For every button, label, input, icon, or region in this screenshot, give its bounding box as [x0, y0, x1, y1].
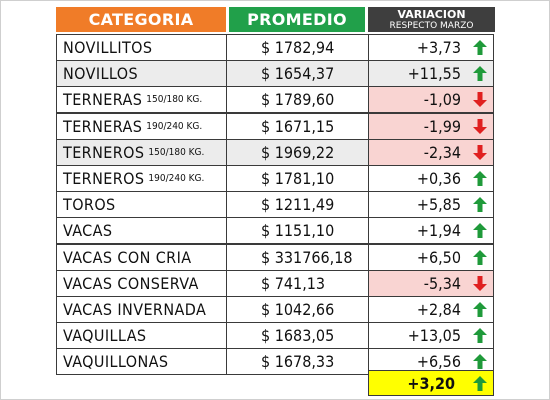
variacion-value: -2,34	[423, 143, 461, 162]
variacion-value: -1,99	[423, 117, 461, 136]
cell-promedio: $ 1671,15	[226, 113, 369, 140]
categoria-name: TERNEROS	[63, 143, 145, 162]
arrow-up-icon	[473, 66, 487, 81]
arrow-up-icon	[473, 302, 487, 317]
categoria-name: TOROS	[63, 195, 116, 214]
arrow-up-icon	[473, 375, 487, 391]
cell-promedio: $ 1683,05	[226, 322, 369, 349]
arrow-up-icon	[473, 328, 487, 343]
cell-categoria: VAQUILLAS	[56, 322, 227, 349]
arrow-up-icon	[473, 354, 487, 369]
header-promedio: PROMEDIO	[229, 7, 365, 32]
categoria-name: VACAS INVERNADA	[63, 300, 207, 319]
categoria-name: VACAS CONSERVA	[63, 274, 199, 293]
categoria-name: TERNERAS	[63, 117, 143, 136]
cell-promedio: $ 1042,66	[226, 296, 369, 323]
categoria-name: VACAS CON CRIA	[63, 248, 192, 267]
cell-variacion: +6,50	[368, 244, 494, 271]
cell-categoria: TERNEROS 150/180 KG.	[56, 139, 227, 166]
variacion-value: +0,36	[416, 169, 461, 188]
header-variacion: VARIACION RESPECTO MARZO	[368, 7, 495, 32]
cell-promedio: $ 1969,22	[226, 139, 369, 166]
arrow-down-icon	[473, 145, 487, 160]
cell-categoria: VACAS CON CRIA	[56, 244, 227, 271]
arrow-down-icon	[473, 92, 487, 107]
variacion-value: -5,34	[423, 274, 461, 293]
cell-promedio: $ 1678,33	[226, 348, 369, 375]
total-variacion-value: +3,20	[407, 373, 455, 393]
cell-promedio: $ 1789,60	[226, 86, 369, 113]
cell-promedio: $ 1211,49	[226, 191, 369, 218]
arrow-up-icon	[473, 40, 487, 55]
categoria-weight-range: 190/240 KG.	[148, 173, 205, 184]
cell-variacion: -2,34	[368, 139, 494, 166]
arrow-up-icon	[473, 223, 487, 238]
cell-categoria: TERNEROS 190/240 KG.	[56, 165, 227, 192]
categoria-name: NOVILLOS	[63, 64, 139, 83]
variacion-value: +1,94	[416, 221, 461, 240]
arrow-down-icon	[473, 276, 487, 291]
cell-variacion: +1,94	[368, 217, 494, 244]
cell-variacion: -1,99	[368, 113, 494, 140]
categoria-name: VACAS	[63, 221, 113, 240]
cell-promedio: $ 1151,10	[226, 217, 369, 244]
cell-variacion: +3,73	[368, 34, 494, 61]
variacion-value: +13,05	[407, 326, 461, 345]
variacion-value: -1,09	[423, 90, 461, 109]
categoria-weight-range: 150/180 KG.	[148, 147, 205, 158]
cell-promedio: $ 741,13	[226, 270, 369, 297]
cell-variacion: +11,55	[368, 60, 494, 87]
cell-categoria: VAQUILLONAS	[56, 348, 227, 375]
categoria-name: VAQUILLONAS	[63, 352, 169, 371]
header-variacion-subtitle: RESPECTO MARZO	[389, 20, 474, 31]
categoria-weight-range: 190/240 KG.	[146, 121, 203, 132]
cell-variacion: +0,36	[368, 165, 494, 192]
variacion-value: +6,56	[416, 352, 461, 371]
categoria-weight-range: 150/180 KG.	[146, 94, 203, 105]
cell-variacion: -1,09	[368, 86, 494, 113]
header-variacion-title: VARIACION	[397, 7, 466, 21]
arrow-up-icon	[473, 171, 487, 186]
cell-promedio: $ 1781,10	[226, 165, 369, 192]
total-variacion-cell: +3,20	[368, 370, 494, 396]
cell-variacion: -5,34	[368, 270, 494, 297]
cell-categoria: NOVILLOS	[56, 60, 227, 87]
cell-variacion: +5,85	[368, 191, 494, 218]
variacion-value: +2,84	[416, 300, 461, 319]
variacion-value: +6,50	[416, 248, 461, 267]
categoria-name: TERNEROS	[63, 169, 145, 188]
cell-promedio: $ 1654,37	[226, 60, 369, 87]
cell-categoria: VACAS INVERNADA	[56, 296, 227, 323]
categoria-name: TERNERAS	[63, 90, 143, 109]
cell-categoria: VACAS	[56, 217, 227, 244]
variacion-value: +11,55	[407, 64, 461, 83]
cell-variacion: +13,05	[368, 322, 494, 349]
cell-categoria: TOROS	[56, 191, 227, 218]
categoria-name: VAQUILLAS	[63, 326, 147, 345]
variacion-value: +3,73	[416, 38, 461, 57]
cell-categoria: TERNERAS 190/240 KG.	[56, 113, 227, 140]
categoria-name: NOVILLITOS	[63, 38, 153, 57]
variacion-value: +5,85	[416, 195, 461, 214]
arrow-down-icon	[473, 119, 487, 134]
cell-promedio: $ 1782,94	[226, 34, 369, 61]
arrow-up-icon	[473, 250, 487, 265]
cell-categoria: NOVILLITOS	[56, 34, 227, 61]
cell-categoria: TERNERAS 150/180 KG.	[56, 86, 227, 113]
cell-variacion: +2,84	[368, 296, 494, 323]
arrow-up-icon	[473, 197, 487, 212]
cell-promedio: $ 331766,18	[226, 244, 369, 271]
cell-categoria: VACAS CONSERVA	[56, 270, 227, 297]
header-categoria: CATEGORIA	[56, 7, 226, 32]
